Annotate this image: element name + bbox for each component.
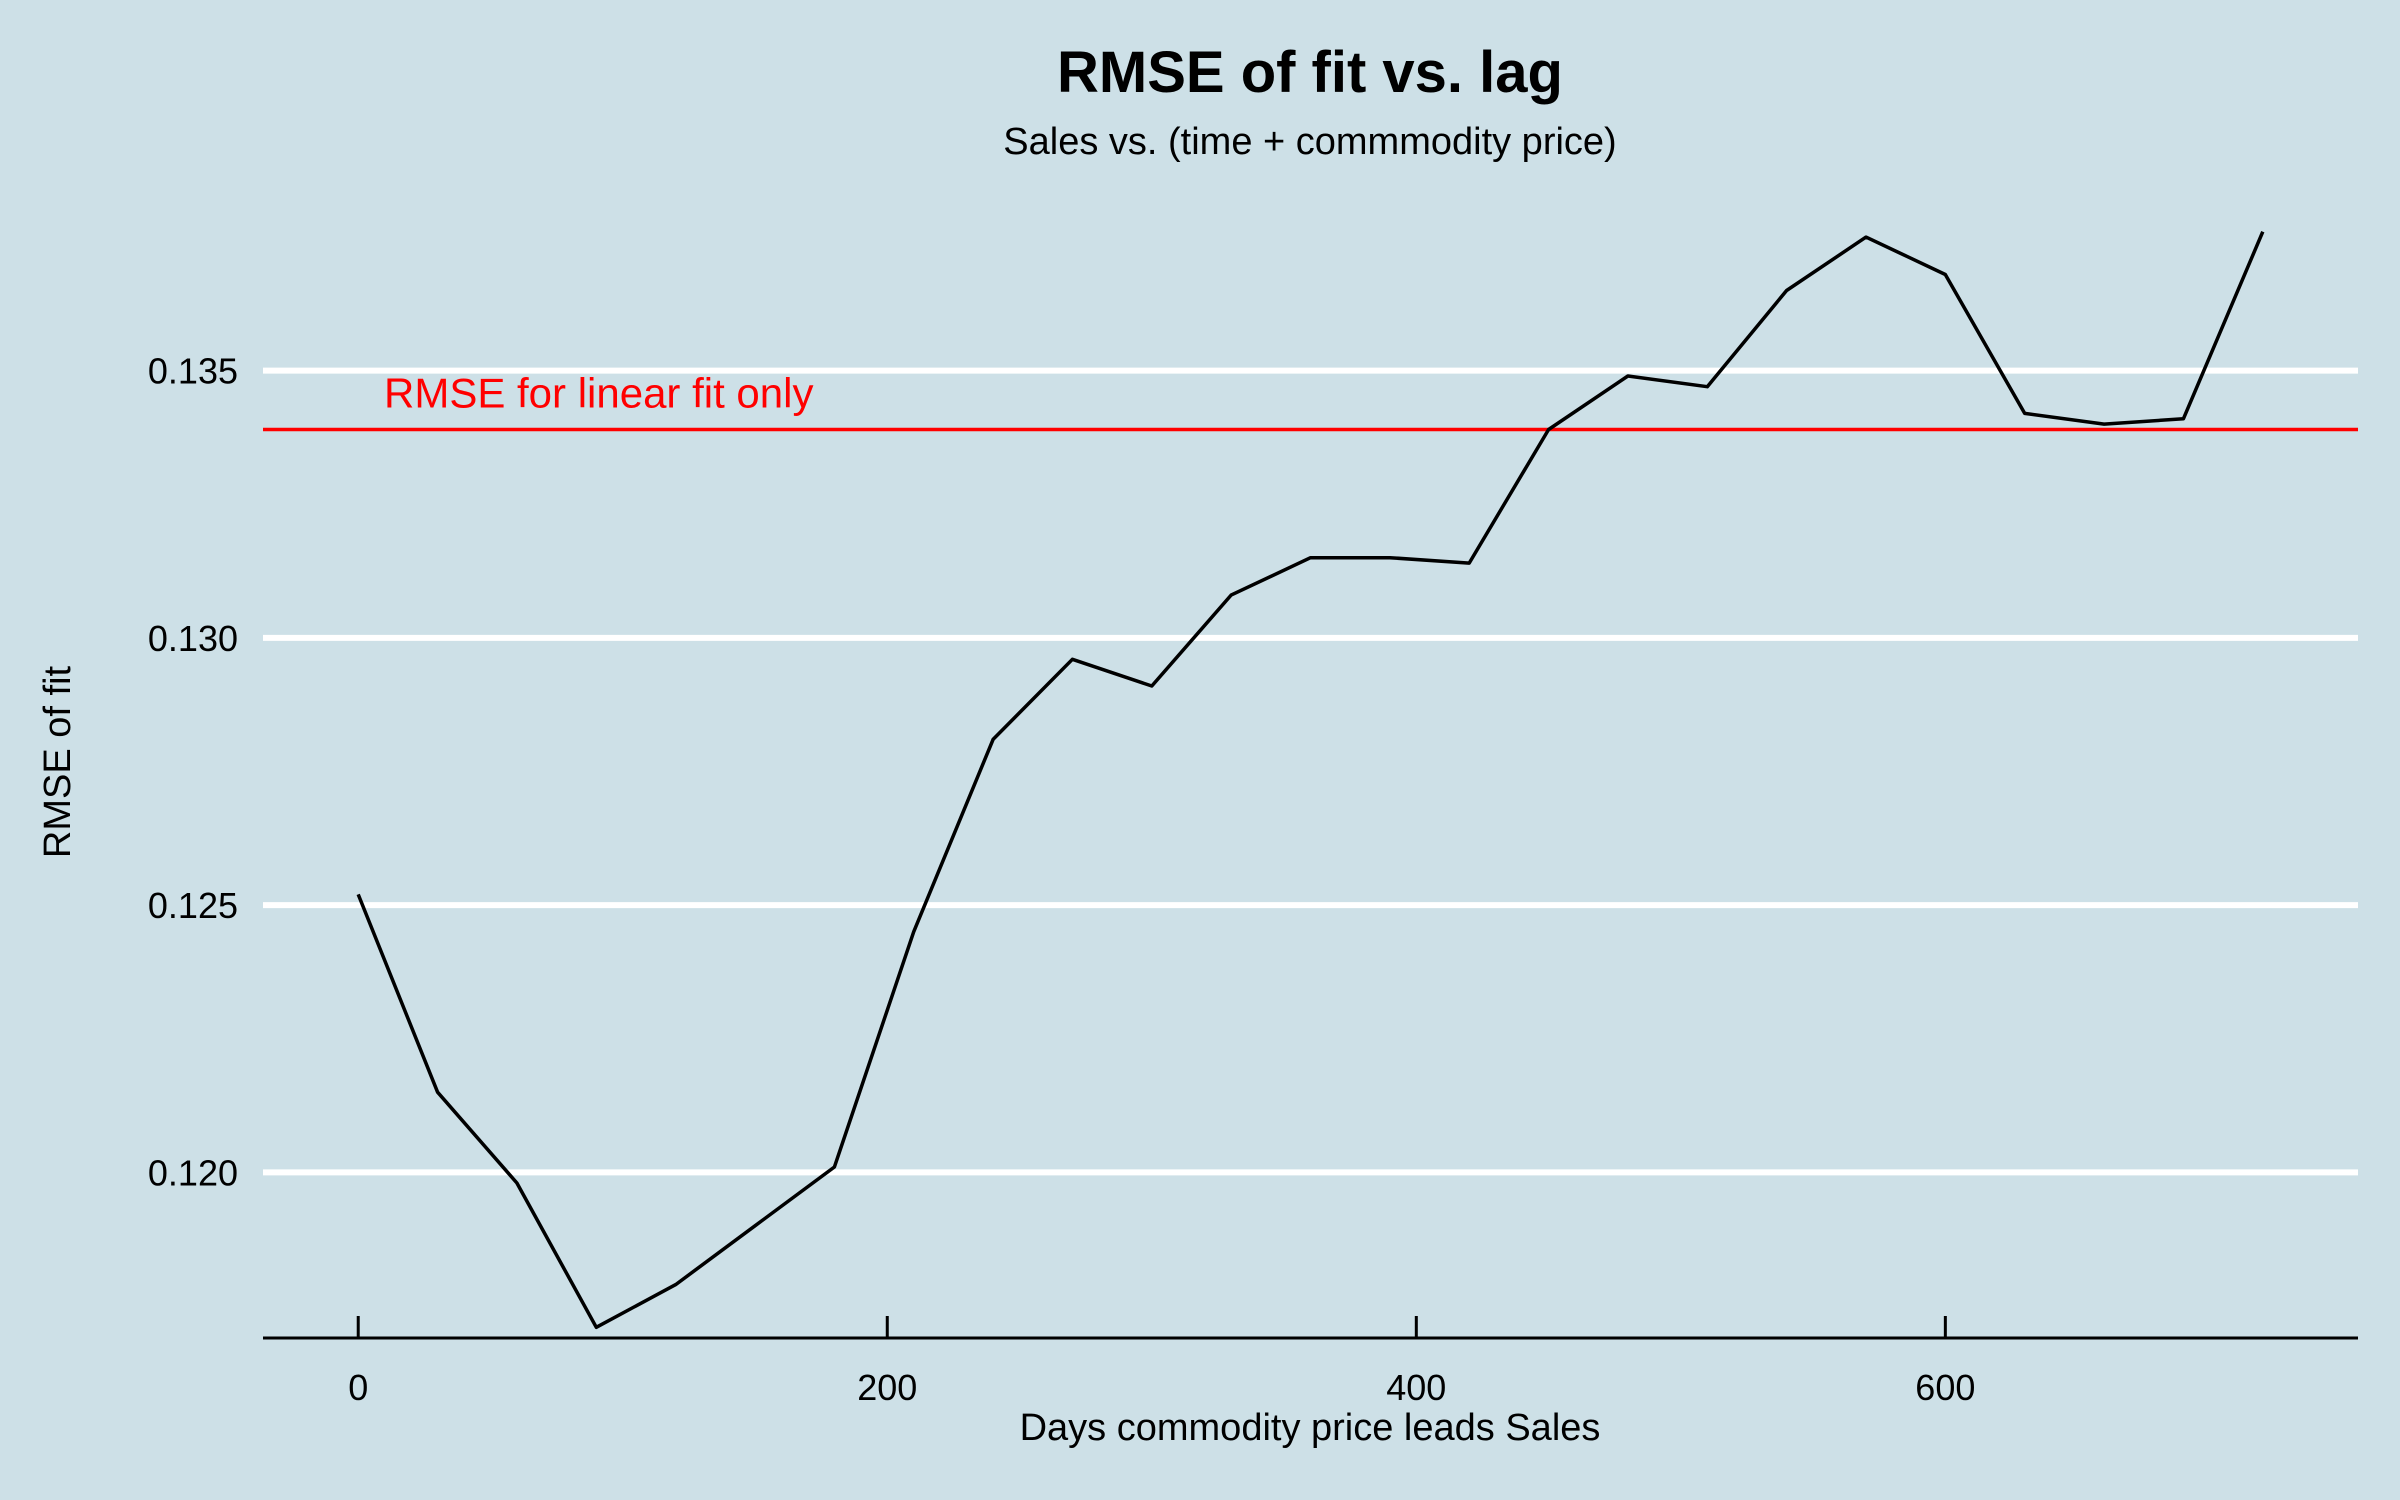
y-axis-ticks: 0.120 0.125 0.130 0.135	[148, 351, 238, 1194]
y-tick-label: 0.125	[148, 885, 238, 926]
gridlines	[263, 367, 2358, 1176]
reference-line-label: RMSE for linear fit only	[384, 369, 813, 416]
x-tick-label: 0	[348, 1367, 368, 1408]
y-tick-label: 0.120	[148, 1152, 238, 1193]
y-tick-label: 0.135	[148, 351, 238, 392]
x-tick-label: 600	[1915, 1367, 1975, 1408]
chart-subtitle: Sales vs. (time + commmodity price)	[1003, 121, 1616, 163]
x-axis: 0 200 400 600	[263, 1316, 2358, 1408]
y-axis-label: RMSE of fit	[37, 665, 79, 858]
series-line	[356, 231, 2265, 1330]
x-axis-label: Days commodity price leads Sales	[1020, 1407, 1601, 1449]
reference-line-group: RMSE for linear fit only	[263, 369, 2358, 432]
series-group	[356, 231, 2265, 1330]
y-tick-label: 0.130	[148, 618, 238, 659]
x-tick-label: 200	[857, 1367, 917, 1408]
chart-title: RMSE of fit vs. lag	[1057, 40, 1563, 105]
x-tick-label: 400	[1386, 1367, 1446, 1408]
